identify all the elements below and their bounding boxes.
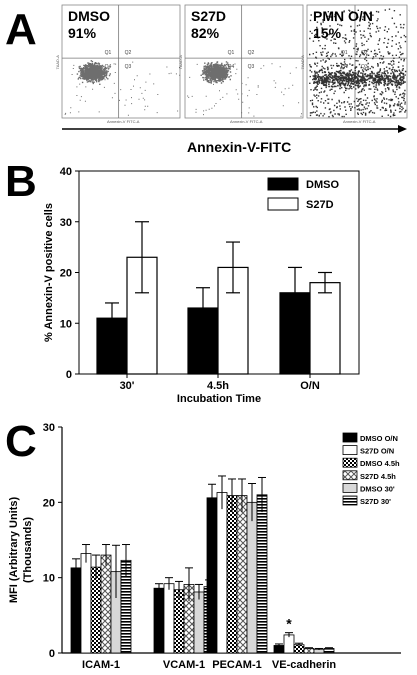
legend-label: DMSO 4.5h [360, 459, 400, 468]
legend-swatch [342, 432, 358, 443]
plot-y-axis-label: 7AAD-A [55, 55, 60, 70]
y-tick-label: 20 [60, 268, 72, 280]
quadrant-label: Q1 [341, 50, 348, 56]
legend-label: DMSO O/N [360, 434, 398, 443]
quadrant-label: Q3 [125, 64, 132, 70]
plot-percent: 82% [191, 25, 220, 41]
plot-x-axis-label: Annexin-V FITC-A [230, 119, 263, 124]
quadrant-label: Q3 [248, 64, 255, 70]
plot-label: DMSO [68, 8, 110, 24]
plot-y-axis-label: 7AAD-A [178, 55, 183, 70]
y-tick-label: 0 [49, 648, 55, 660]
legend-swatch [267, 177, 299, 191]
plot-x-axis-label: Annexin-V FITC-A [343, 119, 376, 124]
bar-s27d-o-n [283, 634, 295, 654]
y-tick-label: 10 [60, 318, 72, 330]
x-tick-label: VE-cadherin [272, 659, 336, 671]
panel-letter-c: C [5, 417, 37, 466]
event-cloud [64, 60, 181, 116]
legend-label: S27D [306, 199, 334, 211]
quadrant-label: Q4 [105, 64, 112, 70]
plot-x-axis-label: Annexin-V FITC-A [107, 119, 140, 124]
legend-swatch [267, 197, 299, 211]
y-tick-label: 30 [60, 217, 72, 229]
bar-s27d [126, 256, 158, 375]
flow-plot-3: Q1 Q2 Q4 Q3 PMN O/N15% Annexin-V FITC-A 7AAD-A [300, 4, 408, 124]
legend-swatch [342, 495, 358, 506]
bar-dmso-4-5h [90, 566, 102, 654]
quadrant-label: Q2 [248, 50, 255, 56]
y-axis-title: % Annexin-V positive cells [43, 203, 55, 342]
significance-star: * [286, 616, 292, 632]
plot-y-axis-label: 7AAD-A [300, 55, 305, 70]
bar-s27d-o-n [163, 583, 175, 654]
plot-label: S27D [191, 8, 226, 24]
legend-swatch [342, 470, 358, 481]
bar-dmso-o-n [70, 567, 82, 654]
chart-c: 0 10 20 30 ICAM-1 VCAM-1 PECAM-1 VE-cadherin * DM… [8, 422, 401, 671]
y-axis-title-units: (Thousands) [22, 517, 34, 583]
plot-frame [61, 4, 181, 119]
x-tick-label: PECAM-1 [212, 659, 262, 671]
legend-label: DMSO 30' [360, 484, 395, 493]
bar-s27d-4-5h [100, 554, 112, 654]
legend-label: S27D 4.5h [360, 472, 396, 481]
y-axis-title: MFI (Arbitrary Units) [8, 496, 20, 603]
y-tick-label: 30 [43, 422, 55, 434]
bar-s27d-4-5h [236, 495, 248, 654]
bar-dmso-30- [193, 591, 205, 654]
quadrant-label: Q4 [341, 64, 348, 70]
legend-label: S27D O/N [360, 447, 394, 456]
bar-s27d-o-n [80, 553, 92, 654]
bar-s27d [309, 282, 341, 375]
legend-swatch [342, 457, 358, 468]
event-dots [187, 61, 302, 117]
bar-dmso-o-n [153, 587, 165, 654]
bar-dmso-o-n [206, 497, 218, 654]
quadrant-label: Q4 [228, 64, 235, 70]
legend-swatch [342, 445, 358, 456]
legend-label: DMSO [306, 179, 339, 191]
quadrant-label: Q2 [125, 50, 132, 56]
bar-dmso-4-5h [173, 589, 185, 654]
plot-percent: 91% [68, 25, 97, 41]
annexin-arrow-head [398, 125, 407, 133]
plot-percent: 15% [313, 25, 342, 41]
y-tick-label: 10 [43, 573, 55, 585]
x-tick-label: O/N [300, 380, 320, 392]
quadrant-label: Q2 [361, 50, 368, 56]
chart-b: 0 10 20 30 40 30' 4.5h O/N DMSO S27D % Annexin-V p… [43, 166, 360, 405]
y-tick-label: 20 [43, 497, 55, 509]
y-tick-label: 40 [60, 166, 72, 178]
quadrant-label: Q1 [105, 50, 112, 56]
event-dots [64, 60, 181, 116]
plot-frame [184, 4, 304, 119]
quadrant-label: Q3 [361, 64, 368, 70]
x-tick-label: 30' [120, 380, 135, 392]
bar-dmso-30- [246, 501, 258, 654]
x-tick-label: ICAM-1 [82, 659, 120, 671]
legend-label: S27D 30' [360, 497, 391, 506]
panel-letter-a: A [5, 5, 37, 54]
x-tick-label: 4.5h [207, 380, 229, 392]
legend-swatch [342, 482, 358, 493]
panel-letter-b: B [5, 157, 37, 206]
bar-dmso-4-5h [226, 495, 238, 654]
bar-s27d-o-n [216, 492, 228, 654]
event-cloud [187, 61, 302, 117]
annexin-axis-label: Annexin-V-FITC [187, 139, 291, 155]
x-axis-title: Incubation Time [177, 393, 261, 405]
y-tick-label: 0 [66, 369, 72, 381]
plot-label: PMN O/N [313, 8, 373, 24]
quadrant-label: Q1 [228, 50, 235, 56]
x-tick-label: VCAM-1 [163, 659, 205, 671]
bar-s27d-30- [256, 494, 268, 654]
